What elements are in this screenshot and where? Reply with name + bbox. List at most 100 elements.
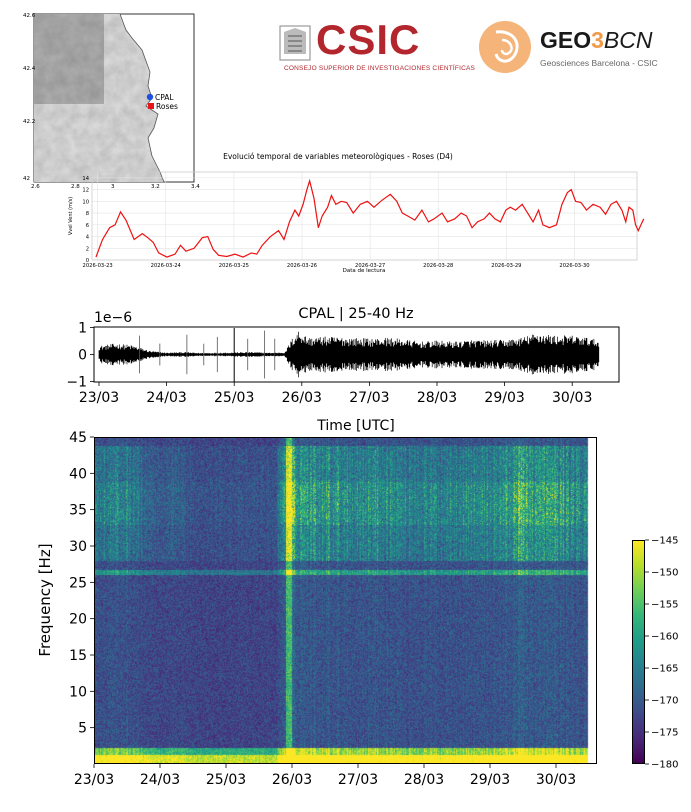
station-map: CPAL Roses 42.6 42.4 42.2 42 2.6 2.8 3 3.2 3.4: [23, 13, 200, 190]
colorbar-tick-label: −145: [651, 536, 678, 547]
colorbar-ticks: −145 −150 −155 −160 −165 −170 −175 −180: [645, 536, 678, 771]
spectrogram-axes: 5 10 15 20 25 30 35 40 45 23/03 24/03 25/03 26/03 27…: [36, 430, 576, 788]
spectrogram-image: [95, 438, 595, 763]
spectrogram-x-tick-label: 30/03: [536, 772, 576, 788]
colorbar-tick-label: −180: [651, 760, 678, 771]
spectrogram-y-tick-label: 10: [69, 684, 87, 700]
spectrogram-x-tick-label: 27/03: [338, 772, 378, 788]
wind-y-label: Vvel Vent (m/s): [68, 197, 74, 235]
map-lon-tick-label: 3: [111, 184, 115, 190]
spectrogram-x-tick-label: 26/03: [272, 772, 312, 788]
spectrogram-x-ticks: 23/03 24/03 25/03 26/03 27/03 28/03 29/03 30/03: [74, 764, 576, 788]
map-lat-tick-label: 42: [23, 176, 30, 182]
colorbar-tick-label: −175: [651, 728, 678, 739]
coastline: [119, 13, 165, 183]
seismic-trace: [98, 330, 600, 379]
map-lat-tick-label: 42.4: [23, 66, 36, 72]
geo3bcn-logo: GEO3BCN Geosciences Barcelona - CSIC: [478, 20, 688, 76]
seismic-x-tick-label: 28/03: [417, 390, 457, 406]
seismic-x-label: Time [UTC]: [316, 418, 394, 434]
wind-y-ticks: 0 2 4 6 8 10 12 14: [82, 176, 89, 264]
wind-chart: Evolució temporal de variables meteorolò…: [68, 152, 645, 274]
colorbar-tick-label: −155: [651, 600, 678, 611]
roses-station-marker: [148, 103, 154, 109]
colorbar-axis: −145 −150 −155 −160 −165 −170 −175 −180: [645, 536, 678, 771]
roses-map-label: Roses: [156, 102, 178, 111]
map-lat-tick-label: 42.2: [23, 119, 35, 125]
map-lon-tick-label: 2.6: [31, 184, 40, 190]
wind-x-tick-label: 2026-03-28: [423, 263, 453, 269]
colorbar-tick-label: −170: [651, 696, 678, 707]
wind-x-label: Data de lectura: [343, 268, 386, 274]
spectrogram-y-tick-label: 25: [69, 575, 87, 591]
map-lon-tick-label: 2.8: [71, 184, 80, 190]
seismic-x-tick-label: 29/03: [484, 390, 524, 406]
wind-grid: [92, 172, 637, 261]
colorbar: [632, 540, 645, 764]
wind-x-tick-label: 2026-03-25: [219, 263, 249, 269]
seismic-title: CPAL | 25-40 Hz: [298, 306, 413, 322]
seismic-x-tick-label: 24/03: [146, 390, 186, 406]
spectrogram-x-tick-label: 23/03: [74, 772, 114, 788]
csic-logo: CSIC Consejo Superior de Investigaciones…: [278, 16, 478, 76]
colorbar-tick-label: −160: [651, 632, 678, 643]
wind-plot-frame: [91, 171, 638, 261]
wind-x-tick-label: 2026-03-24: [151, 263, 182, 269]
spectrogram-y-tick-label: 40: [69, 466, 87, 482]
wind-x-tick-label: 2026-03-27: [355, 263, 385, 269]
spectrogram-y-ticks: 5 10 15 20 25 30 35 40 45: [69, 430, 94, 737]
seismic-trace-chart: CPAL | 25-40 Hz 1e−6 −1 0 1 23/03 24/03 25/0…: [66, 306, 620, 434]
geo3bcn-subtitle: Geosciences Barcelona - CSIC: [540, 58, 658, 68]
geo-bold-text: GEO: [540, 27, 592, 53]
wind-y-tick-label: 14: [82, 176, 89, 182]
spectrogram-y-tick-label: 15: [69, 648, 87, 664]
seismic-trace-strokes: [98, 331, 600, 378]
wind-x-tick-label: 2026-03-29: [491, 263, 521, 269]
seismic-y-ticks: −1 0 1: [66, 321, 94, 390]
cpal-map-label: CPAL: [155, 93, 174, 102]
wind-y-tick-label: 8: [86, 211, 89, 217]
geo-three-text: 3: [591, 27, 604, 53]
seismic-y-tick-label: 1: [78, 321, 87, 337]
spectrogram-y-tick-label: 30: [69, 539, 87, 555]
geo3bcn-wordmark: GEO3BCN: [540, 27, 652, 54]
spectrogram-container: [94, 437, 597, 764]
spectrogram-x-tick-label: 24/03: [140, 772, 180, 788]
wind-x-tick-label: 2026-03-26: [287, 263, 317, 269]
spectrogram-y-tick-label: 45: [69, 430, 87, 446]
wind-y-tick-label: 2: [86, 246, 89, 252]
map-lat-tick-label: 42.6: [23, 13, 36, 19]
geo-bcn-text: BCN: [603, 27, 653, 53]
geo3bcn-emblem-icon: [479, 21, 531, 73]
wind-x-ticks: 2026-03-23 2026-03-24 2026-03-25 2026-03-26…: [83, 263, 590, 269]
spectrogram-y-label: Frequency [Hz]: [36, 543, 54, 656]
map-lat-ticks: 42.6 42.4 42.2 42: [23, 13, 36, 182]
colorbar-tick-label: −150: [651, 568, 678, 579]
spectrogram-x-tick-label: 28/03: [404, 772, 444, 788]
seismic-y-tick-label: −1: [66, 374, 87, 390]
cpal-station-marker: [146, 93, 154, 101]
terrain-relief: [34, 14, 164, 182]
seismic-x-tick-label: 30/03: [552, 390, 592, 406]
wind-x-tick-label: 2026-03-30: [559, 263, 589, 269]
spectrogram-y-tick-label: 35: [69, 503, 87, 519]
seismic-y-tick-label: 0: [78, 348, 87, 364]
wind-y-tick-label: 0: [86, 258, 89, 264]
wind-chart-title: Evolució temporal de variables meteorolò…: [223, 152, 453, 161]
seismic-x-tick-label: 27/03: [349, 390, 389, 406]
csic-wordmark: CSIC: [316, 16, 421, 63]
spectrogram-x-tick-label: 29/03: [470, 772, 510, 788]
colorbar-tick-label: −165: [651, 664, 678, 675]
wind-x-tick-label: 2026-03-23: [83, 263, 113, 269]
seismic-x-tick-label: 26/03: [282, 390, 322, 406]
spectrogram-y-tick-label: 20: [69, 612, 87, 628]
wind-y-tick-label: 10: [82, 199, 89, 205]
seismic-x-ticks: 23/03 24/03 25/03 26/03 27/03 28/03 29/03 30/03: [79, 382, 592, 406]
spectrogram-x-tick-label: 25/03: [206, 772, 246, 788]
map-lon-ticks: 2.6 2.8 3 3.2 3.4: [31, 184, 200, 190]
csic-emblem-icon: [279, 25, 311, 61]
wind-y-tick-label: 6: [86, 223, 89, 229]
seismic-x-tick-label: 25/03: [214, 390, 254, 406]
spectrogram-y-tick-label: 5: [78, 721, 87, 737]
wind-y-tick-label: 12: [82, 188, 89, 194]
